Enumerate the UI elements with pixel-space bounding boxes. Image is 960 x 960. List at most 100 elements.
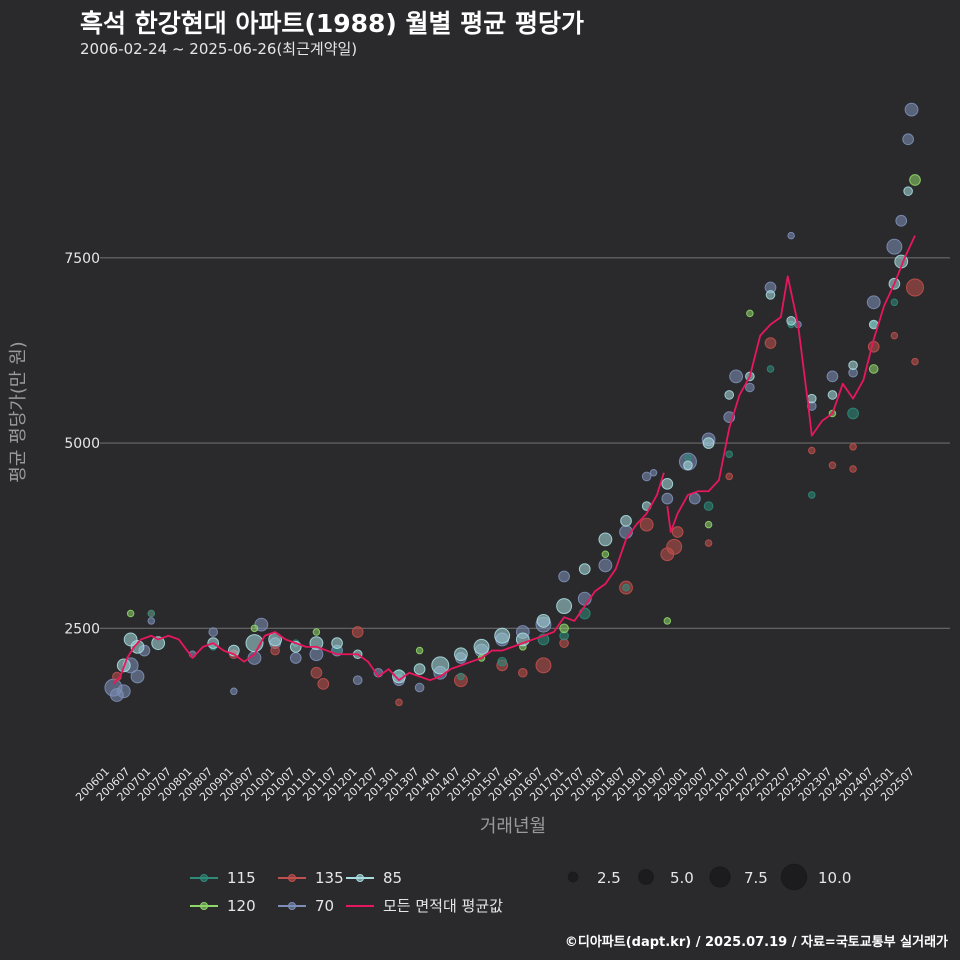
- data-point-120: [909, 174, 921, 186]
- data-point-120: [250, 624, 259, 633]
- data-point-115: [725, 450, 733, 458]
- data-point-135: [310, 666, 323, 679]
- legend-label-115: 115: [227, 869, 256, 887]
- data-point-85: [683, 460, 693, 471]
- data-point-120: [415, 646, 424, 655]
- data-point-70: [641, 471, 652, 482]
- legend-label-135: 135: [315, 869, 344, 887]
- data-point-85: [413, 663, 426, 675]
- y-tick-label: 2500: [64, 621, 100, 637]
- data-point-70: [895, 214, 908, 227]
- legend-marker-115: [200, 874, 208, 882]
- y-tick-label: 7500: [64, 251, 100, 267]
- chart-subtitle: 2006-02-24 ~ 2025-06-26(최근계약일): [80, 40, 358, 58]
- data-point-135: [518, 667, 528, 678]
- data-point-135: [849, 465, 857, 473]
- data-point-85: [806, 393, 817, 404]
- data-point-120: [126, 609, 135, 618]
- data-point-115: [766, 365, 775, 373]
- data-point-70: [745, 382, 755, 393]
- data-point-85: [661, 477, 674, 490]
- legend-label-70: 70: [315, 897, 334, 915]
- data-point-120: [601, 550, 610, 558]
- y-tick-label: 5000: [64, 436, 100, 452]
- data-point-120: [704, 520, 713, 529]
- data-point-85: [827, 390, 838, 400]
- data-point-85: [431, 656, 450, 675]
- data-point-85: [903, 186, 913, 196]
- data-point-85: [724, 390, 735, 400]
- data-point-85: [151, 636, 166, 651]
- legend-marker-120: [200, 902, 208, 910]
- grid-lines: [100, 257, 950, 629]
- data-point-85: [598, 532, 613, 547]
- data-point-70: [826, 370, 839, 383]
- data-point-70: [352, 675, 363, 685]
- data-point-70: [230, 687, 238, 696]
- size-legend: 2.5 5.0 7.5 10.0: [567, 863, 851, 891]
- data-point-135: [906, 278, 924, 297]
- data-point-115: [890, 298, 899, 307]
- data-point-135: [639, 517, 654, 532]
- data-point-85: [848, 360, 858, 371]
- data-point-70: [598, 558, 613, 573]
- size-legend-label: 5.0: [670, 869, 694, 887]
- data-point-115: [622, 583, 630, 592]
- data-point-135: [317, 678, 330, 690]
- data-point-70: [866, 295, 881, 310]
- data-point-70: [116, 684, 131, 699]
- data-point-85: [453, 647, 468, 662]
- data-point-120: [746, 309, 754, 318]
- data-point-135: [725, 472, 733, 481]
- legend-marker-85: [356, 874, 364, 882]
- y-axis-label: 평균 평당가(만 원): [8, 341, 29, 482]
- average-line-segment: [112, 472, 665, 685]
- data-point-135: [764, 337, 777, 349]
- data-point-85: [556, 598, 573, 615]
- average-line: [112, 235, 916, 685]
- data-point-115: [684, 454, 692, 462]
- data-point-120: [312, 628, 321, 636]
- size-legend-label: 7.5: [744, 869, 768, 887]
- data-point-70: [661, 492, 674, 505]
- data-point-85: [331, 637, 343, 649]
- data-point-70: [289, 652, 302, 664]
- data-point-85: [578, 563, 591, 575]
- data-point-115: [808, 491, 816, 499]
- footer-credit: ©디아파트(dapt.kr) / 2025.07.19 / 자료=국토교통부 실…: [564, 935, 948, 950]
- data-point-115: [847, 407, 859, 420]
- data-point-115: [703, 501, 714, 511]
- data-point-135: [395, 698, 403, 707]
- size-legend-marker: [567, 871, 579, 883]
- data-point-70: [208, 627, 219, 637]
- legend-marker-70: [288, 902, 296, 910]
- data-point-70: [688, 492, 701, 505]
- data-point-70: [787, 231, 795, 240]
- legend-marker-135: [288, 874, 296, 882]
- data-point-85: [494, 627, 511, 644]
- data-point-70: [558, 570, 570, 583]
- data-point-135: [704, 539, 713, 547]
- legend: 115 135 85 120 70 모든 면적대 평균값: [190, 869, 503, 915]
- average-line-segment: [666, 235, 916, 533]
- data-point-85: [620, 515, 632, 527]
- data-point-70: [904, 102, 919, 117]
- data-point-70: [902, 133, 914, 146]
- size-legend-label: 2.5: [597, 869, 621, 887]
- data-point-70: [130, 669, 145, 684]
- data-point-85: [765, 290, 776, 300]
- data-point-70: [886, 238, 903, 255]
- data-point-135: [828, 461, 837, 470]
- legend-label-120: 120: [227, 897, 256, 915]
- size-legend-label: 10.0: [818, 869, 851, 887]
- data-point-120: [559, 623, 569, 634]
- size-legend-marker: [638, 869, 654, 885]
- data-point-135: [270, 645, 280, 656]
- size-legend-marker: [780, 863, 808, 891]
- data-point-120: [868, 364, 879, 374]
- data-point-135: [911, 357, 919, 366]
- x-axis-label: 거래년월: [480, 816, 546, 837]
- data-point-85: [702, 437, 715, 449]
- legend-label-all: 모든 면적대 평균값: [383, 897, 503, 915]
